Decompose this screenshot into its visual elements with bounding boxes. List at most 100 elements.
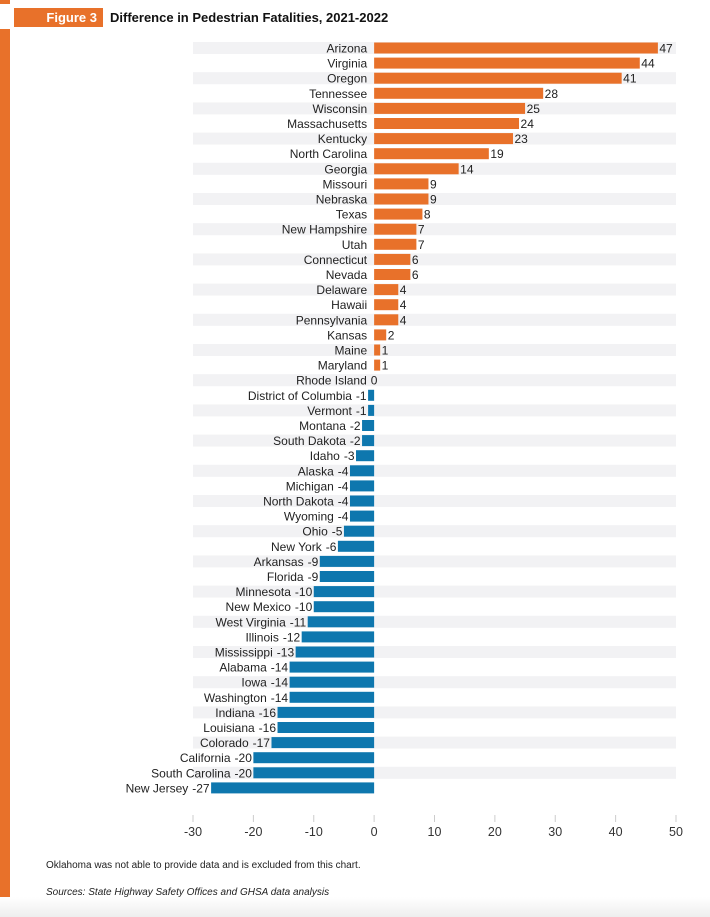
row-band	[193, 434, 676, 447]
bar	[289, 661, 375, 673]
x-tick-label: -30	[184, 825, 202, 839]
category-label: West Virginia	[215, 615, 286, 629]
row-band	[193, 238, 676, 251]
category-label: Maine	[334, 344, 367, 358]
data-label: 47	[659, 42, 673, 56]
data-label: 7	[418, 238, 425, 252]
bar	[368, 389, 375, 401]
category-label: New Mexico	[226, 600, 292, 614]
row-band	[193, 283, 676, 296]
bar	[277, 706, 375, 718]
data-label: 9	[430, 177, 437, 191]
data-label: -16	[259, 706, 277, 720]
data-label: 4	[400, 313, 407, 327]
bar	[349, 495, 375, 507]
data-label: 2	[388, 328, 395, 342]
category-label: Wisconsin	[312, 102, 367, 116]
bar	[253, 767, 375, 779]
data-label: 9	[430, 193, 437, 207]
category-label: New Hampshire	[282, 223, 368, 237]
bar	[362, 420, 375, 431]
row-band	[193, 268, 676, 281]
footnote: Oklahoma was not able to provide data an…	[46, 860, 361, 871]
category-label: Illinois	[245, 630, 278, 644]
category-label: Arizona	[326, 42, 367, 56]
bar	[295, 646, 375, 658]
data-label: 1	[382, 359, 389, 373]
category-label: Washington	[204, 691, 267, 705]
bar	[319, 571, 375, 582]
row-band	[193, 359, 676, 372]
data-label: -2	[350, 434, 361, 448]
bar	[374, 238, 417, 250]
category-label: District of Columbia	[248, 389, 352, 403]
data-label: 6	[412, 253, 419, 267]
bar	[374, 193, 429, 205]
data-label: -12	[283, 630, 301, 644]
data-label: -10	[295, 600, 313, 614]
data-label: 7	[418, 223, 425, 237]
category-label: Indiana	[215, 706, 255, 720]
category-label: Arkansas	[254, 555, 304, 569]
accent-strip	[0, 0, 10, 4]
category-label: Texas	[336, 208, 367, 222]
row-band	[193, 313, 676, 326]
category-label: Nebraska	[316, 193, 368, 207]
bar	[211, 782, 375, 794]
category-label: Wyoming	[284, 510, 334, 524]
bar	[313, 601, 375, 613]
row-band	[193, 464, 676, 477]
data-label: -5	[332, 525, 343, 539]
data-label: -14	[271, 661, 289, 675]
x-tick-label: 40	[609, 825, 623, 839]
page-bottom-fade	[0, 897, 710, 917]
data-label: -11	[290, 615, 307, 629]
bar	[374, 42, 658, 54]
category-label: South Dakota	[273, 434, 346, 448]
data-label: 25	[527, 102, 541, 116]
row-band	[193, 253, 676, 266]
data-label: -20	[235, 751, 253, 765]
bar	[289, 676, 375, 688]
category-label: Louisiana	[203, 721, 255, 735]
data-label: -6	[326, 540, 337, 554]
bar	[374, 208, 423, 220]
x-tick-label: 20	[488, 825, 502, 839]
accent-strip	[0, 29, 10, 917]
bar	[374, 269, 411, 280]
bar	[374, 72, 622, 84]
bar	[271, 737, 375, 749]
row-band	[193, 510, 676, 523]
category-label: Vermont	[307, 404, 352, 418]
category-label: Mississippi	[215, 646, 273, 660]
category-label: Hawaii	[331, 298, 367, 312]
category-label: Kentucky	[318, 132, 367, 146]
row-band	[193, 193, 676, 205]
bar	[374, 148, 489, 160]
figure-label: Figure 3	[14, 8, 103, 27]
x-tick-label: 10	[428, 825, 442, 839]
data-label: -3	[344, 449, 355, 463]
category-label: Alabama	[219, 661, 267, 675]
sources: Sources: State Highway Safety Offices an…	[46, 887, 330, 898]
row-band	[193, 525, 676, 538]
category-label: Oregon	[327, 72, 367, 86]
x-tick-label: 30	[548, 825, 562, 839]
category-label: Maryland	[318, 359, 367, 373]
category-label: South Carolina	[151, 766, 231, 780]
bar	[374, 223, 417, 235]
data-label: -27	[192, 781, 210, 795]
category-label: Kansas	[327, 328, 367, 342]
row-band	[193, 223, 676, 236]
data-label: -14	[271, 676, 289, 690]
category-label: Utah	[342, 238, 367, 252]
row-band	[193, 495, 676, 507]
bar	[374, 329, 387, 341]
data-label: 24	[521, 117, 535, 131]
category-label: Alaska	[298, 464, 334, 478]
row-band	[193, 177, 676, 190]
category-label: Tennessee	[309, 87, 367, 101]
data-label: -1	[356, 404, 367, 418]
category-label: Massachusetts	[287, 117, 367, 131]
data-label: -10	[295, 585, 313, 599]
